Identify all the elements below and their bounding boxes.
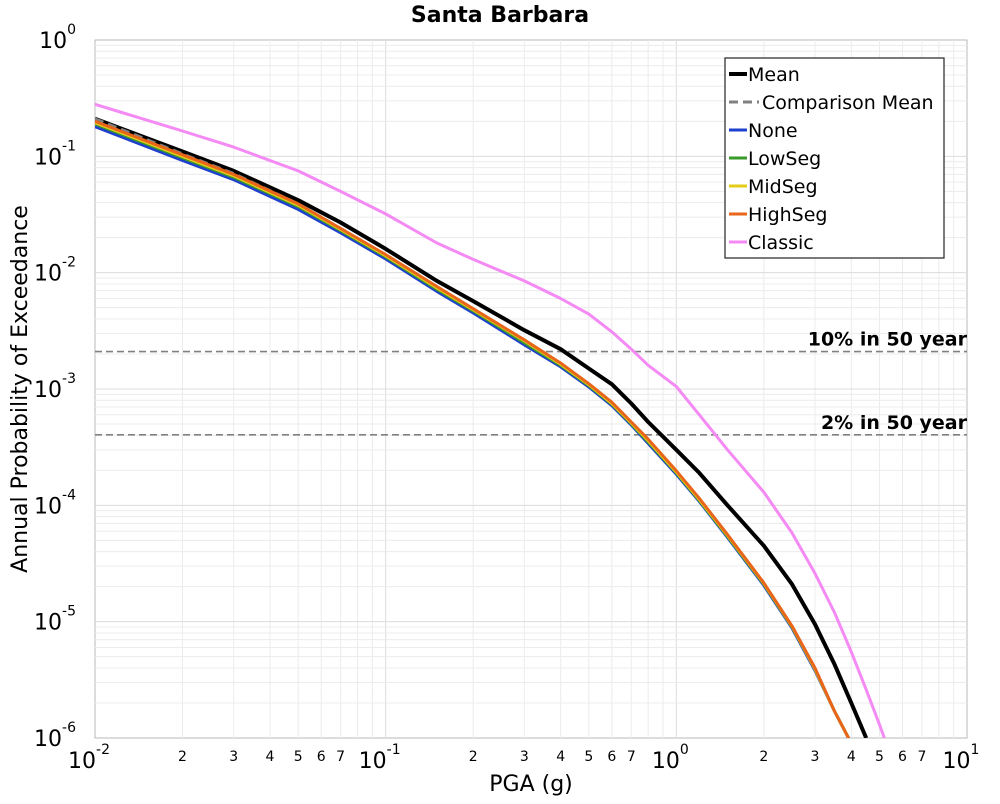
x-minor-tick-label: 7 [336,749,345,765]
y-tick-base: 10 [34,494,62,519]
y-tick-exponent: -6 [62,720,76,736]
x-minor-tick-label: 3 [520,749,529,765]
x-minor-tick-label: 2 [469,749,478,765]
x-minor-tick-label: 4 [847,749,856,765]
y-tick-exponent: -1 [62,138,76,154]
y-tick-label: 100 [39,22,76,54]
reference-lines: 10% in 50 year 2% in 50 year [95,329,968,436]
x-tick-base: 10 [359,749,387,774]
x-minor-tick-label: 2 [178,749,187,765]
legend-label: LowSeg [748,148,821,170]
y-tick-base: 10 [34,262,62,287]
x-minor-tick-label: 3 [229,749,238,765]
legend-label: Classic [748,232,814,254]
y-tick-label: 10-1 [34,138,76,170]
y-tick-label: 10-2 [34,255,76,287]
y-tick-exponent: 0 [67,22,76,38]
legend-label: Mean [748,64,800,86]
x-tick-label: 10-1 [359,742,401,774]
y-tick-exponent: -2 [62,255,76,271]
x-tick-label: 101 [943,742,980,774]
x-tick-base: 10 [652,749,680,774]
y-tick-label: 10-4 [34,487,76,519]
x-minor-tick-label: 5 [875,749,884,765]
x-tick-exponent: 0 [680,742,689,758]
x-minor-tick-label: 4 [266,749,275,765]
x-minor-tick-label: 6 [898,749,907,765]
x-axis-label: PGA (g) [489,772,573,797]
x-minor-tick-label: 5 [294,749,303,765]
y-tick-exponent: -4 [62,487,76,503]
y-tick-label: 10-6 [34,720,76,752]
x-tick-base: 10 [68,749,96,774]
x-minor-tick-label: 2 [759,749,768,765]
x-minor-tick-label: 5 [584,749,593,765]
legend-box [724,57,945,259]
legend-label: HighSeg [748,204,827,226]
y-axis-label: Annual Probability of Exceedance [8,205,33,573]
y-tick-label: 10-5 [34,604,76,636]
x-tick-exponent: 1 [971,742,980,758]
x-minor-tick-label: 7 [627,749,636,765]
x-tick-exponent: -2 [96,742,110,758]
grid-lines [95,40,967,738]
y-tick-label: 10-3 [34,371,76,403]
legend: Mean Comparison Mean None LowSeg MidSeg HighS… [724,57,945,259]
x-minor-tick-label: 6 [607,749,616,765]
x-tick-label: 100 [652,742,689,774]
x-minor-tick-label: 3 [811,749,820,765]
y-tick-base: 10 [34,378,62,403]
y-tick-base: 10 [34,611,62,636]
legend-label: MidSeg [748,176,818,198]
reference-line-label: 10% in 50 year [808,329,968,351]
y-tick-exponent: -5 [62,604,76,620]
y-tick-exponent: -3 [62,371,76,387]
x-minor-tick-label: 4 [556,749,565,765]
series-line-classic [95,102,886,738]
x-minor-tick-label: 6 [317,749,326,765]
legend-label: None [748,120,798,142]
y-tick-base: 10 [34,145,62,170]
x-minor-tick-label: 7 [918,749,927,765]
y-tick-base: 10 [34,727,62,752]
series-line-highseg [95,119,851,738]
y-tick-base: 10 [39,29,67,54]
legend-label: Comparison Mean [762,92,934,114]
reference-line-label: 2% in 50 year [821,412,968,434]
x-tick-base: 10 [943,749,971,774]
series-line-mean [95,116,869,738]
x-tick-exponent: -1 [387,742,401,758]
chart-title: Santa Barbara [411,3,589,28]
x-tick-label: 10-2 [68,742,110,774]
series-lines [95,102,886,738]
